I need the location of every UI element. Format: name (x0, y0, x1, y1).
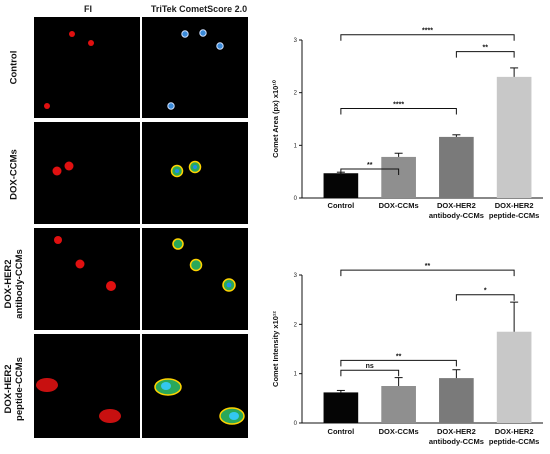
comet-cell (64, 161, 74, 171)
comet-cell (75, 259, 85, 269)
category-label: DOX-HER2 peptide-CCMs (489, 427, 539, 446)
comet-cell (36, 378, 58, 392)
comet-cell (106, 281, 116, 291)
category-label: DOX-CCMs (379, 427, 419, 436)
scored-cell (229, 412, 239, 420)
scored-cell (226, 282, 232, 288)
y-tick-label: 2 (294, 91, 298, 97)
intensity-chart: 0 1 2 3 Comet Intensity x10¹² Control DOX-CCMs… (271, 263, 543, 446)
category-label: Control (328, 427, 355, 436)
category-label: DOX-HER2 peptide-CCMs (489, 201, 539, 220)
significance-bracket (340, 107, 457, 115)
significance-label: **** (393, 101, 404, 108)
comet-cell (69, 31, 75, 37)
significance-label: ** (483, 45, 489, 52)
category-label: DOX-CCMs (379, 201, 419, 210)
y-axis-label: Comet Area (px) x10¹⁰ (271, 79, 280, 158)
comet-cell (44, 103, 50, 109)
y-tick-label: 3 (294, 38, 298, 44)
fi-column-header: FI (84, 4, 92, 14)
tritek-panel-dox-ccms (142, 122, 248, 224)
significance-label: * (484, 288, 487, 295)
significance-label: ** (396, 353, 402, 360)
significance-bracket (340, 369, 400, 377)
y-tick-label: 2 (294, 322, 298, 328)
fi-panel-dox-ccms (34, 122, 140, 224)
y-tick-label: 1 (294, 143, 298, 149)
scored-cell (193, 165, 197, 169)
y-tick-label: 0 (294, 196, 298, 202)
scored-cell (175, 169, 179, 173)
y-tick-label: 3 (294, 273, 298, 279)
significance-bracket (340, 359, 457, 367)
significance-bracket (340, 269, 515, 277)
bar (323, 392, 359, 423)
bar (496, 76, 532, 198)
comet-cell (99, 409, 121, 423)
tritek-panel-dox-her2-antibody (142, 228, 248, 330)
category-label: Control (328, 201, 355, 210)
tritek-column-header: TriTek CometScore 2.0 (150, 4, 248, 14)
y-tick-label: 0 (294, 421, 298, 427)
tritek-panel-dox-her2-peptide (142, 334, 248, 438)
y-axis-label: Comet Intensity x10¹² (271, 311, 280, 387)
scored-cell (181, 30, 189, 38)
significance-label: ** (425, 263, 431, 270)
significance-bracket (455, 51, 515, 58)
area-chart: 0 1 2 3 Comet Area (px) x10¹⁰ Control DOX-CCMs… (271, 28, 543, 220)
category-label: DOX-HER2 antibody-CCMs (429, 201, 484, 220)
category-label: DOX-HER2 antibody-CCMs (429, 427, 484, 446)
comet-cell (88, 40, 94, 46)
significance-bracket (340, 168, 400, 176)
significance-label: ** (367, 162, 373, 169)
significance-bracket (340, 34, 515, 41)
significance-bracket (455, 294, 515, 301)
scored-cell (172, 238, 184, 250)
fi-panel-control (34, 17, 140, 118)
bar (439, 378, 474, 423)
fi-panel-dox-her2-antibody (34, 228, 140, 330)
fi-panel-dox-her2-peptide (34, 334, 140, 438)
bar (381, 156, 416, 198)
y-tick-label: 1 (294, 372, 298, 378)
comet-cell (54, 236, 62, 244)
significance-label: **** (422, 28, 433, 35)
comet-cell (52, 166, 62, 176)
bar (439, 136, 474, 198)
scored-cell (161, 382, 171, 390)
scored-cell (189, 258, 203, 272)
bar (496, 331, 532, 423)
bar (323, 173, 359, 198)
scored-cell (216, 42, 224, 50)
scored-cell (167, 102, 175, 110)
bar (381, 386, 416, 423)
scored-cell (199, 29, 207, 37)
significance-label: ns (366, 363, 374, 370)
tritek-panel-control (142, 17, 248, 118)
